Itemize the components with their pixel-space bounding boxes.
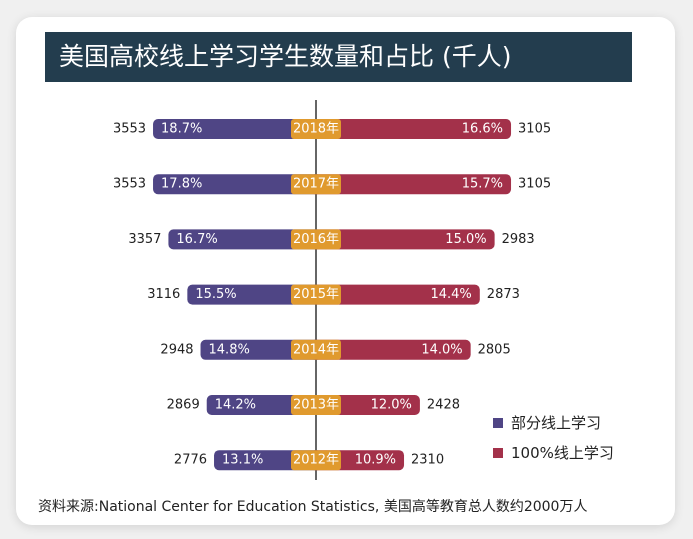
legend-label: 部分线上学习	[511, 414, 602, 432]
value-label-full: 2805	[478, 342, 511, 357]
percent-label-full: 14.0%	[421, 342, 462, 357]
source-note: 资料来源:National Center for Education Stati…	[38, 499, 588, 515]
year-label: 2015年	[293, 287, 339, 302]
value-label-partial: 3116	[147, 287, 180, 302]
value-label-partial: 2948	[160, 342, 193, 357]
bar-partial-online	[187, 284, 322, 305]
percent-label-partial: 17.8%	[161, 177, 202, 192]
percent-label-full: 15.7%	[462, 177, 503, 192]
bar-full-online	[310, 229, 495, 250]
year-label: 2012年	[293, 453, 339, 468]
percent-label-full: 15.0%	[445, 232, 486, 247]
year-label: 2013年	[293, 398, 339, 413]
value-label-full: 3105	[518, 177, 551, 192]
year-pill	[291, 119, 341, 139]
value-label-partial: 2869	[167, 398, 200, 413]
year-label: 2017年	[293, 177, 339, 192]
percent-label-full: 12.0%	[371, 398, 412, 413]
legend-label: 100%线上学习	[511, 444, 614, 462]
legend-swatch-partial	[493, 417, 503, 428]
chart-card	[16, 17, 675, 525]
chart-title: 美国高校线上学习学生数量和占比 (千人)	[45, 32, 632, 82]
percent-label-partial: 18.7%	[161, 122, 202, 137]
year-label: 2018年	[293, 122, 339, 137]
value-label-full: 2428	[427, 398, 460, 413]
percent-label-partial: 14.2%	[215, 398, 256, 413]
year-pill	[291, 284, 341, 305]
value-label-full: 2873	[487, 287, 520, 302]
value-label-partial: 3357	[128, 232, 161, 247]
bar-full-online	[310, 339, 471, 360]
value-label-partial: 3553	[113, 122, 146, 137]
year-label: 2014年	[293, 342, 339, 357]
value-label-partial: 3553	[113, 177, 146, 192]
value-label-full: 2983	[502, 232, 535, 247]
year-pill	[291, 450, 341, 471]
year-pill	[291, 174, 341, 195]
value-label-full: 2310	[411, 453, 444, 468]
percent-label-partial: 13.1%	[222, 453, 263, 468]
year-pill	[291, 229, 341, 250]
percent-label-full: 16.6%	[462, 122, 503, 137]
percent-label-partial: 14.8%	[209, 342, 250, 357]
legend-item-full: 100%线上学习	[493, 442, 614, 463]
year-pill	[291, 339, 341, 360]
year-label: 2016年	[293, 232, 339, 247]
year-pill	[291, 395, 341, 415]
value-label-full: 3105	[518, 122, 551, 137]
percent-label-full: 10.9%	[355, 453, 396, 468]
legend-swatch-full	[493, 447, 503, 458]
percent-label-partial: 16.7%	[176, 232, 217, 247]
bar-full-online	[310, 174, 512, 195]
percent-label-full: 14.4%	[430, 287, 471, 302]
bar-partial-online	[153, 119, 322, 139]
bar-partial-online	[153, 174, 322, 195]
bar-full-online	[310, 284, 480, 305]
percent-label-partial: 15.5%	[195, 287, 236, 302]
legend-item-partial: 部分线上学习	[493, 412, 601, 433]
value-label-partial: 2776	[174, 453, 207, 468]
bar-full-online	[310, 119, 512, 139]
bar-partial-online	[168, 229, 322, 250]
